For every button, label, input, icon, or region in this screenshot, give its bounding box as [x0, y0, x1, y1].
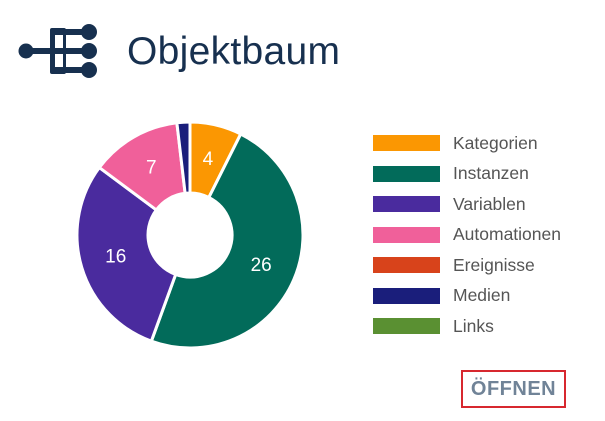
- donut-chart: 4 26 16 7: [60, 105, 320, 365]
- legend-item-variablen[interactable]: Variablen: [373, 189, 561, 220]
- legend-swatch: [373, 318, 440, 335]
- data-label-instanzen: 26: [251, 255, 272, 276]
- open-button[interactable]: ÖFFNEN: [461, 370, 566, 408]
- legend-swatch: [373, 196, 440, 213]
- legend-swatch: [373, 226, 440, 243]
- legend-label: Ereignisse: [453, 254, 535, 275]
- data-label-automationen: 7: [146, 157, 157, 178]
- legend-swatch: [373, 257, 440, 274]
- legend-label: Kategorien: [453, 132, 538, 153]
- legend-item-automationen[interactable]: Automationen: [373, 220, 561, 251]
- header: [18, 18, 98, 84]
- legend-item-instanzen[interactable]: Instanzen: [373, 159, 561, 190]
- page-title: Objektbaum: [127, 30, 341, 73]
- data-label-variablen: 16: [105, 247, 126, 268]
- legend-item-medien[interactable]: Medien: [373, 281, 561, 312]
- legend-label: Links: [453, 315, 494, 336]
- legend-swatch: [373, 135, 440, 152]
- slice-instanzen[interactable]: [149, 132, 305, 350]
- legend-item-links[interactable]: Links: [373, 311, 561, 342]
- legend-label: Variablen: [453, 193, 526, 214]
- legend-label: Instanzen: [453, 163, 529, 184]
- legend-swatch: [373, 165, 440, 182]
- slice-medien[interactable]: [175, 120, 192, 195]
- legend-swatch: [373, 287, 440, 304]
- chart-legend: Kategorien Instanzen Variablen Automationen…: [373, 128, 561, 342]
- legend-item-kategorien[interactable]: Kategorien: [373, 128, 561, 159]
- legend-label: Automationen: [453, 224, 561, 245]
- data-label-kategorien: 4: [203, 149, 214, 170]
- legend-label: Medien: [453, 285, 511, 306]
- legend-item-ereignisse[interactable]: Ereignisse: [373, 250, 561, 281]
- tree-structure-icon: [18, 18, 98, 84]
- slice-variablen[interactable]: [75, 165, 178, 344]
